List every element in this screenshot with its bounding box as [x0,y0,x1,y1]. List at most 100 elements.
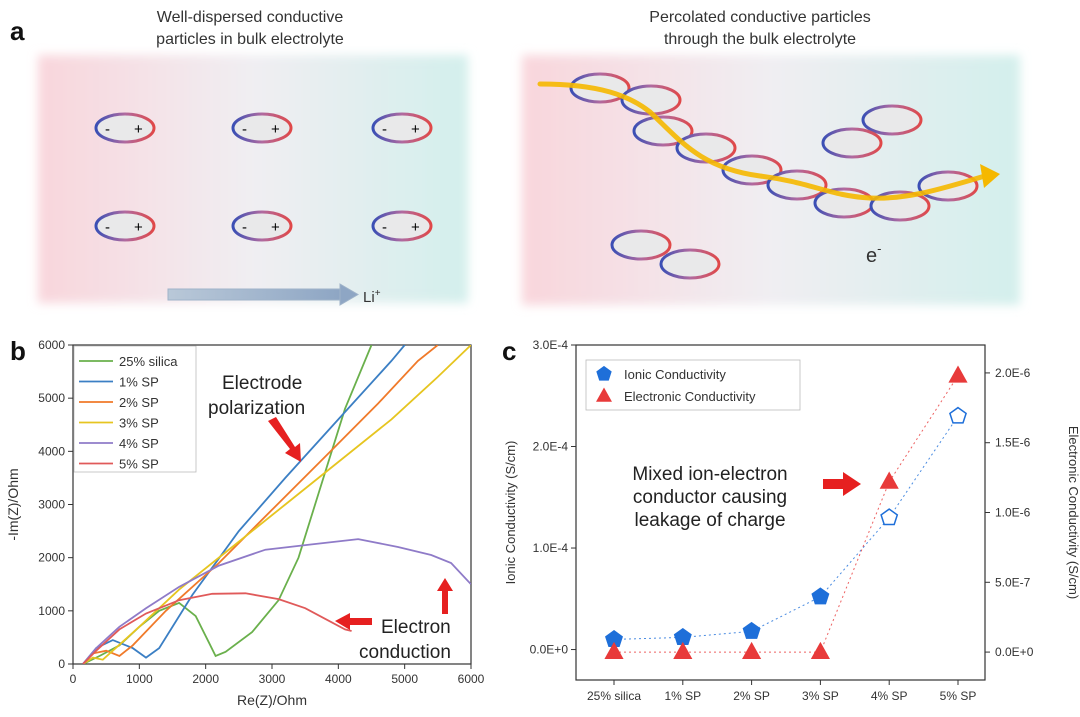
y-right-tick-label: 2.0E-6 [995,366,1031,380]
right-diagram-caption: Percolated conductive particles through … [610,7,910,51]
annotation-arrow-conduction-left [335,613,372,630]
y-right-tick-label: 1.5E-6 [995,436,1031,450]
electronic-conductivity-point [879,471,899,489]
particle-plus: + [271,219,280,236]
electron-path-arrow [537,81,988,201]
y-tick-label: 6000 [38,338,65,352]
annotation-line-2: conductor causing [633,487,787,508]
dispersed-particle: - + [231,112,293,144]
y-left-tick-label: 0.0E+0 [530,643,569,657]
legend: Ionic Conductivity Electronic Conductivit… [585,359,801,411]
y-right-tick-label: 0.0E+0 [995,645,1034,659]
x-axis-label: Re(Z)/Ohm [237,692,307,708]
particle-plus: + [134,121,143,138]
y-tick-label: 1000 [38,604,65,618]
y-left-axis-label: Ionic Conductivity (S/cm) [503,441,518,585]
panel-c-letter: c [502,336,517,366]
y-tick-label: 5000 [38,391,65,405]
x-tick-label: 6000 [458,672,485,686]
annotation-arrow [823,472,861,496]
x-tick-label: 4% SP [871,689,908,703]
x-tick-label: 4000 [325,672,352,686]
y-tick-label: 3000 [38,498,65,512]
impedance-chart: 0 1000 2000 3000 4000 5000 6000 0 1000 2000 3000 40… [5,338,485,708]
y-tick-label: 2000 [38,551,65,565]
left-electrolyte-background [38,55,468,303]
y-left-tick-label: 1.0E-4 [533,541,569,555]
x-tick-label: 3000 [259,672,286,686]
legend-label: 25% silica [119,354,178,369]
right-caption-line-2: through the bulk electrolyte [663,31,857,48]
electron-label: e- [866,241,881,267]
series-line-2-sp [82,345,439,664]
y-right-tick-label: 1.0E-6 [995,506,1031,520]
legend-label: 5% SP [119,457,159,472]
series-line-4-sp [82,538,471,664]
particle-minus: - [382,219,387,236]
series-dotted-line [613,415,959,640]
legend-label: Electronic Conductivity [624,389,756,404]
dispersed-particle: - + [94,210,156,242]
y-axis-label: -Im(Z)/Ohm [5,468,21,540]
percolated-particle [610,229,672,261]
series-line-5-sp [82,592,352,664]
x-tick-label: 2000 [192,672,219,686]
particle-minus: - [105,219,110,236]
particle-plus: + [411,219,420,236]
y-tick-label: 0 [58,657,65,671]
y-left-tick-label: 2.0E-4 [533,440,569,454]
legend-label: Ionic Conductivity [624,367,726,382]
x-tick-label: 1% SP [664,689,701,703]
ionic-conductivity-point [811,587,830,605]
percolated-particle [861,104,923,136]
percolated-particle [821,127,883,159]
left-diagram-caption: Well-dispersed conductive particles in b… [120,7,380,51]
li-ion-arrow [167,283,359,306]
panel-a-letter: a [10,16,25,46]
legend: 25% silica 1% SP 2% SP 3% SP 4% SP 5% SP [73,345,197,473]
x-tick-label: 5000 [391,672,418,686]
ionic-conductivity-point [949,406,967,424]
y-left-tick-label: 3.0E-4 [533,338,569,352]
legend-box [585,359,801,411]
x-tick-label: 5% SP [940,689,977,703]
series-dotted-line [614,375,959,653]
annotation-line-3: leakage of charge [634,510,785,531]
x-tick-label: 1000 [126,672,153,686]
legend-marker-electronic [596,387,612,402]
ionic-conductivity-point [880,508,899,526]
annotation-conduction: conduction [359,642,451,663]
annotation-polarization: polarization [208,398,305,419]
dispersed-particle: - + [231,210,293,242]
particle-plus: + [134,219,143,236]
legend-box [73,345,197,473]
legend-marker-ionic [596,365,612,381]
conductivity-chart: 25% silica 1% SP 2% SP 3% SP 4% SP 5% SP 0.0E+… [503,338,1080,703]
legend-label: 4% SP [119,436,159,451]
left-caption-line-1: Well-dispersed conductive [156,9,344,26]
percolated-particle [659,248,721,280]
electron-arrow-head [980,164,1000,188]
annotation-electron: Electron [381,617,451,638]
electronic-conductivity-point [810,641,830,659]
li-ion-label: Li+ [363,288,381,306]
left-caption-line-2: particles in bulk electrolyte [156,31,344,48]
annotation-arrow-conduction-up [437,578,453,614]
annotation-line-1: Mixed ion-electron [632,464,787,485]
electronic-conductivity-point [742,641,762,659]
legend-label: 2% SP [119,395,159,410]
series-line-1-sp [82,345,406,664]
particle-minus: - [382,121,387,138]
x-tick-label: 0 [70,672,77,686]
particle-minus: - [242,219,247,236]
dispersed-particle: - + [371,112,433,144]
particle-plus: + [411,121,420,138]
legend-label: 1% SP [119,375,159,390]
x-tick-label: 3% SP [802,689,839,703]
electronic-conductivity-point [673,641,693,659]
particle-minus: - [242,121,247,138]
dispersed-particle: - + [94,112,156,144]
dispersed-particle: - + [371,210,433,242]
right-caption-line-1: Percolated conductive particles [649,9,871,26]
annotation-arrow-polarization [268,417,301,462]
